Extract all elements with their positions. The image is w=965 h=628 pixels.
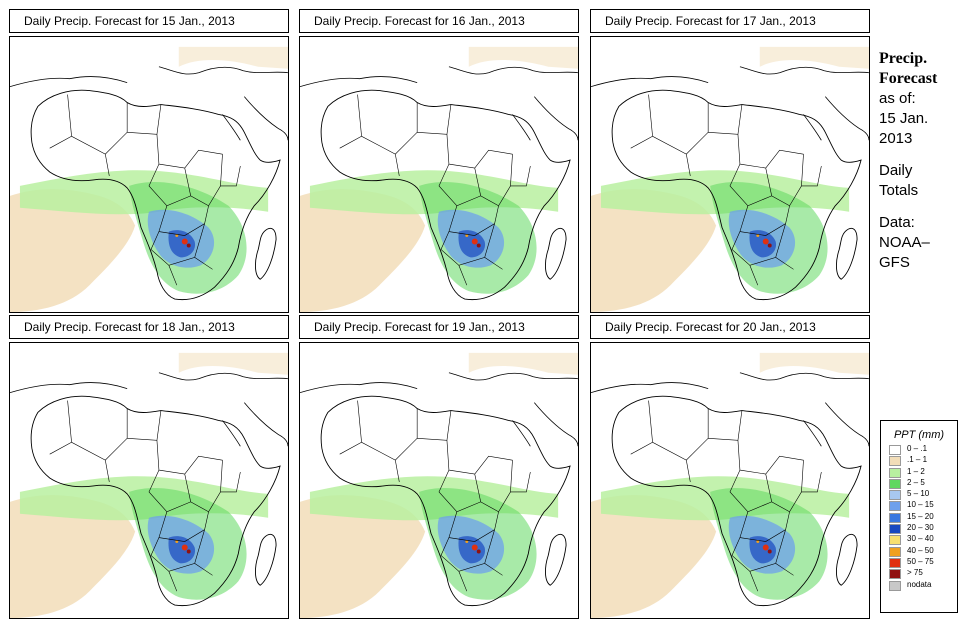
legend-swatch	[889, 524, 901, 535]
legend-label: 2 – 5	[907, 477, 925, 487]
legend-label: 0 – .1	[907, 444, 928, 453]
panel-title: Daily Precip. Forecast for 16 Jan., 2013	[299, 9, 579, 33]
as-of-date: 15 Jan.	[879, 110, 929, 127]
forecast-panel-19-jan: Daily Precip. Forecast for 19 Jan., 2013	[299, 315, 579, 620]
legend-label: 20 – 30	[907, 523, 934, 533]
legend-title: PPT (mm)	[893, 429, 945, 441]
panel-title: Daily Precip. Forecast for 17 Jan., 2013	[590, 9, 870, 33]
legend-label: nodata	[907, 579, 932, 589]
data-source: NOAA–	[879, 234, 930, 251]
legend-item: 20 – 30	[881, 523, 957, 535]
legend-item: .1 – 1	[881, 455, 957, 467]
totals-label: Totals	[879, 182, 919, 199]
data-label: Data:	[879, 214, 915, 231]
legend-label: 30 – 40	[907, 534, 934, 544]
legend-swatch	[889, 535, 901, 546]
legend-item: nodata	[881, 579, 957, 592]
legend-item: 50 – 75	[881, 556, 957, 569]
legend-item: > 75	[881, 568, 957, 580]
daily-label: Daily	[879, 162, 913, 179]
legend-swatch	[889, 546, 901, 557]
legend-label: > 75	[907, 568, 923, 578]
legend-item: 1 – 2	[881, 466, 957, 479]
legend-swatch	[889, 478, 901, 489]
as-of-label: as of:	[879, 90, 916, 107]
legend-item: 2 – 5	[881, 477, 957, 490]
legend-label: 50 – 75	[907, 556, 934, 566]
forecast-panel-16-jan: Daily Precip. Forecast for 16 Jan., 2013	[299, 9, 579, 314]
legend-swatch	[889, 490, 901, 501]
legend-label: .1 – 1	[907, 455, 928, 465]
data-model: GFS	[879, 254, 910, 271]
legend-item: 15 – 20	[881, 511, 957, 524]
legend-label: 15 – 20	[907, 511, 934, 521]
forecast-panel-20-jan: Daily Precip. Forecast for 20 Jan., 2013	[590, 315, 870, 620]
legend-swatch	[889, 569, 901, 580]
precip-map	[590, 342, 870, 619]
precip-map	[590, 36, 870, 313]
legend-label: 1 – 2	[907, 466, 925, 476]
precip-map	[299, 342, 579, 619]
legend-item: 40 – 50	[881, 545, 957, 558]
legend-swatch	[889, 580, 901, 591]
sidebar-heading: Precip.	[879, 50, 928, 67]
legend-label: 40 – 50	[907, 545, 934, 555]
panel-title: Daily Precip. Forecast for 15 Jan., 2013	[9, 9, 289, 33]
legend-label: 10 – 15	[907, 500, 934, 510]
panel-title: Daily Precip. Forecast for 18 Jan., 2013	[9, 315, 289, 339]
legend-label: 5 – 10	[907, 489, 930, 499]
precip-map	[9, 342, 289, 619]
forecast-panel-18-jan: Daily Precip. Forecast for 18 Jan., 2013	[9, 315, 289, 620]
as-of-year: 2013	[879, 130, 913, 147]
sidebar-heading: Forecast	[879, 70, 938, 87]
legend-item: 30 – 40	[881, 534, 957, 546]
sidebar-info: Precip. Forecast as of: 15 Jan. 2013 Dai…	[879, 49, 965, 273]
legend-item: 5 – 10	[881, 489, 957, 501]
precip-map	[299, 36, 579, 313]
legend-swatch	[889, 467, 901, 478]
legend-item: 10 – 15	[881, 500, 957, 512]
forecast-panel-17-jan: Daily Precip. Forecast for 17 Jan., 2013	[590, 9, 870, 314]
legend-swatch	[889, 512, 901, 523]
panel-title: Daily Precip. Forecast for 19 Jan., 2013	[299, 315, 579, 339]
legend-swatch	[889, 557, 901, 568]
legend-item: 0 – .1	[881, 444, 957, 456]
precip-map	[9, 36, 289, 313]
legend-swatch	[889, 456, 901, 467]
forecast-panel-15-jan: Daily Precip. Forecast for 15 Jan., 2013	[9, 9, 289, 314]
legend-swatch	[889, 445, 901, 455]
legend-swatch	[889, 501, 901, 512]
panel-title: Daily Precip. Forecast for 20 Jan., 2013	[590, 315, 870, 339]
